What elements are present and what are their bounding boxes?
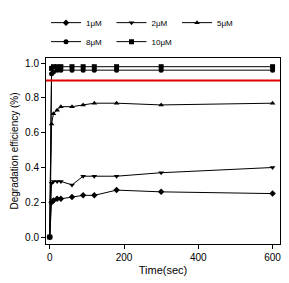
svg-text:1.0: 1.0 [25,58,39,69]
svg-text:Degradation efficiency (%): Degradation efficiency (%) [9,92,20,209]
svg-text:200: 200 [116,252,133,263]
svg-text:8μM: 8μM [86,38,102,47]
svg-text:0.4: 0.4 [25,162,39,173]
svg-text:0.0: 0.0 [25,232,39,243]
svg-text:0.6: 0.6 [25,127,39,138]
svg-text:0.8: 0.8 [25,92,39,103]
svg-text:0.2: 0.2 [25,197,39,208]
svg-text:1μM: 1μM [86,19,102,28]
svg-text:600: 600 [264,252,281,263]
svg-text:Time(sec): Time(sec) [139,264,187,276]
svg-text:2μM: 2μM [152,19,168,28]
svg-text:5μM: 5μM [217,19,233,28]
svg-text:0: 0 [47,252,53,263]
svg-text:400: 400 [190,252,207,263]
svg-text:10μM: 10μM [152,38,173,47]
